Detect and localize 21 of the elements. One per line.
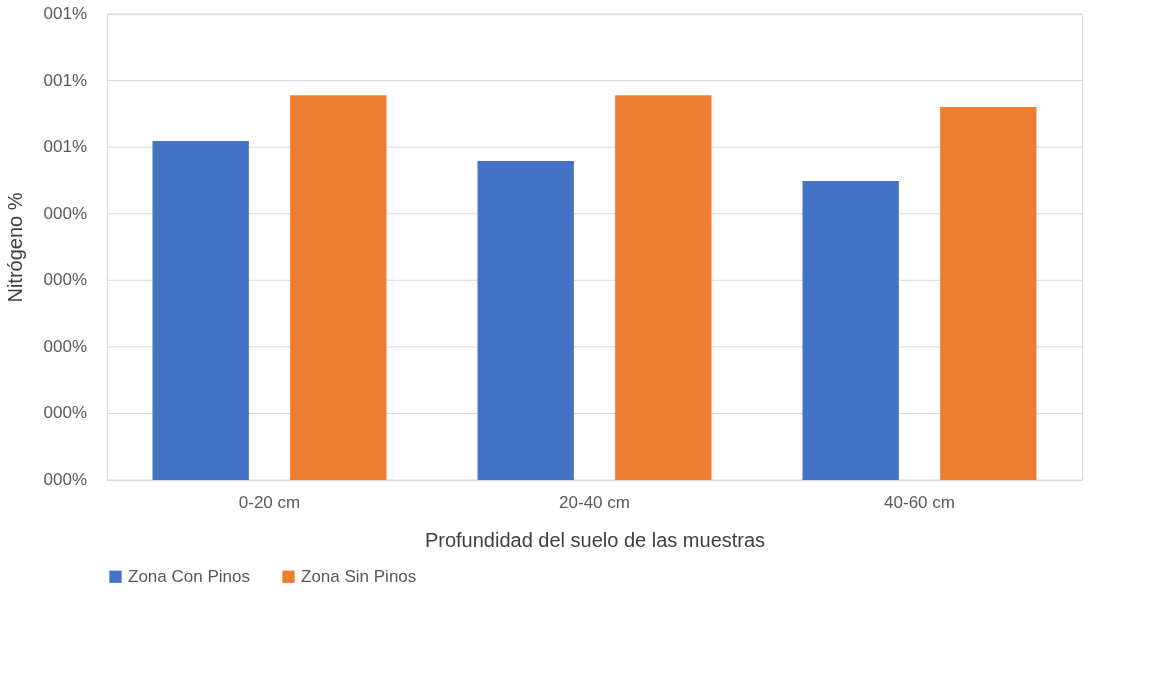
bar xyxy=(615,95,712,480)
legend-label: Zona Con Pinos xyxy=(128,566,250,586)
bar xyxy=(940,107,1037,480)
text: 000% xyxy=(43,336,87,356)
text: 000% xyxy=(43,270,87,290)
text: 000% xyxy=(43,470,87,489)
bar xyxy=(477,161,574,480)
x-axis-title: Profundidad del suelo de las muestras xyxy=(424,528,766,551)
text: 001% xyxy=(43,4,87,23)
y-axis-title: Nitrógeno % xyxy=(3,192,26,303)
text: 000% xyxy=(43,203,87,223)
x-tick-label: 20-40 cm xyxy=(559,492,630,512)
bar xyxy=(290,95,387,480)
x-tick-label: 40-60 cm xyxy=(884,492,955,512)
text: 000% xyxy=(43,403,87,423)
text: 001% xyxy=(43,70,87,90)
legend-label: Zona Sin Pinos xyxy=(301,566,417,586)
text: 001% xyxy=(43,137,87,157)
x-tick-label: 0-20 cm xyxy=(238,492,301,512)
bar xyxy=(152,140,249,480)
bar xyxy=(802,181,899,480)
